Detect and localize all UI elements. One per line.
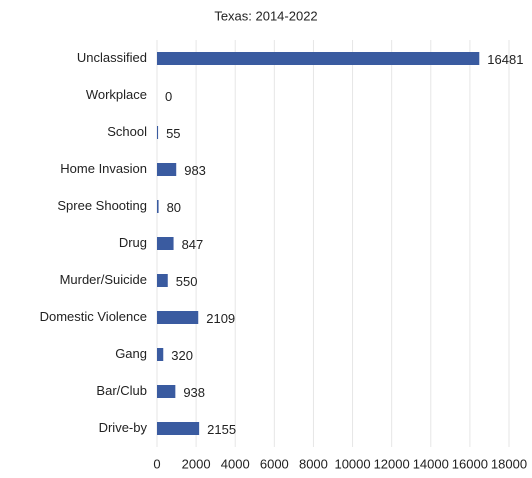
value-label: 983 — [184, 163, 206, 178]
y-tick-label: Bar/Club — [96, 383, 147, 398]
chart-title: Texas: 2014-2022 — [214, 8, 317, 23]
x-tick-label: 8000 — [299, 456, 328, 471]
value-label: 938 — [183, 385, 205, 400]
value-label: 55 — [166, 126, 180, 141]
x-tick-label: 6000 — [260, 456, 289, 471]
value-label: 2109 — [206, 311, 235, 326]
x-tick-label: 2000 — [182, 456, 211, 471]
value-label: 847 — [182, 237, 204, 252]
x-tick-label: 0 — [153, 456, 160, 471]
bar — [157, 348, 164, 361]
value-label: 80 — [167, 200, 181, 215]
y-tick-label: Drive-by — [99, 420, 148, 435]
y-tick-label: Workplace — [86, 87, 147, 102]
bar — [157, 163, 177, 176]
bar — [157, 52, 480, 65]
x-tick-label: 18000 — [491, 456, 527, 471]
x-tick-label: 12000 — [374, 456, 410, 471]
y-tick-label: Home Invasion — [60, 161, 147, 176]
bar — [157, 422, 200, 435]
y-tick-label: Murder/Suicide — [60, 272, 147, 287]
bar — [157, 200, 159, 213]
bar — [157, 237, 174, 250]
x-tick-label: 10000 — [334, 456, 370, 471]
y-tick-label: School — [107, 124, 147, 139]
bar — [157, 311, 199, 324]
value-label: 320 — [171, 348, 193, 363]
value-label: 2155 — [207, 422, 236, 437]
value-label: 16481 — [487, 52, 523, 67]
y-tick-label: Unclassified — [77, 50, 147, 65]
x-tick-label: 4000 — [221, 456, 250, 471]
y-tick-label: Spree Shooting — [57, 198, 147, 213]
y-tick-label: Drug — [119, 235, 147, 250]
x-tick-label: 16000 — [452, 456, 488, 471]
y-tick-label: Domestic Violence — [40, 309, 147, 324]
x-tick-label: 14000 — [413, 456, 449, 471]
value-label: 0 — [165, 89, 172, 104]
bar — [157, 274, 168, 287]
value-label: 550 — [176, 274, 198, 289]
bar — [157, 126, 159, 139]
bar — [157, 385, 176, 398]
y-tick-label: Gang — [115, 346, 147, 361]
